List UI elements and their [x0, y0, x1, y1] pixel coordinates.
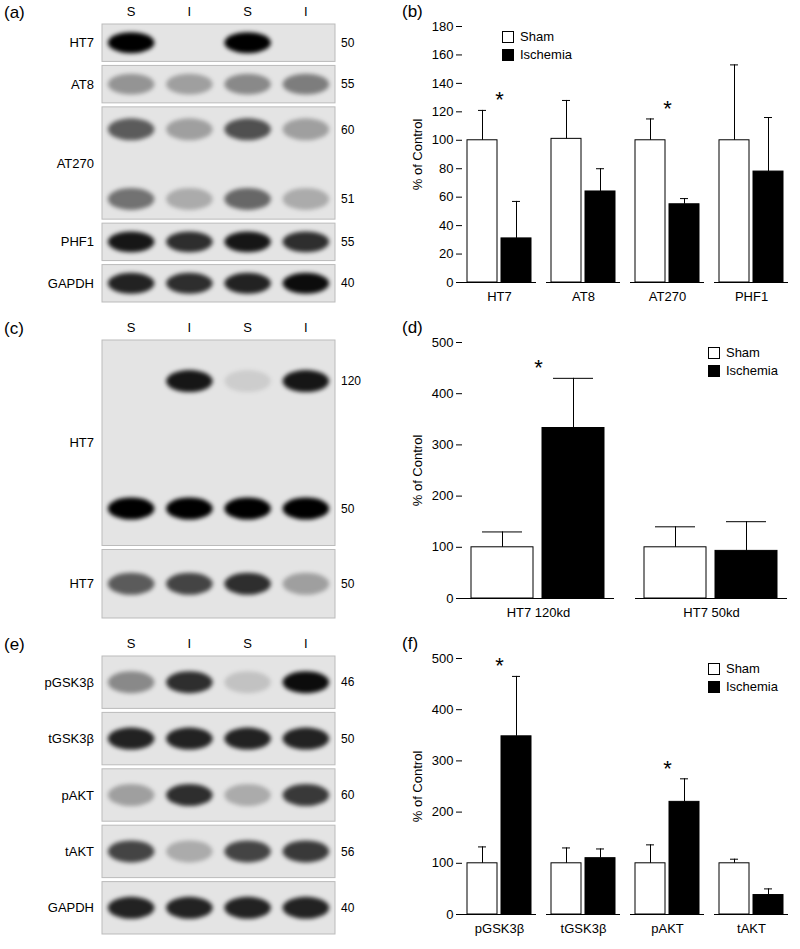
svg-text:PHF1: PHF1: [735, 289, 768, 304]
svg-text:50: 50: [341, 732, 355, 746]
svg-text:200: 200: [432, 488, 454, 503]
svg-text:100: 100: [432, 132, 454, 147]
svg-text:PHF1: PHF1: [61, 234, 94, 249]
svg-text:(e): (e): [4, 635, 25, 654]
svg-text:500: 500: [432, 651, 454, 666]
html-text:Ischemia: Ischemia: [726, 679, 778, 694]
svg-text:20: 20: [439, 246, 453, 261]
svg-text:120: 120: [432, 104, 454, 119]
svg-text:GAPDH: GAPDH: [48, 900, 94, 915]
svg-text:100: 100: [432, 855, 454, 870]
svg-text:*: *: [495, 87, 504, 112]
svg-text:AT270: AT270: [57, 156, 94, 171]
svg-text:pGSK3β: pGSK3β: [45, 675, 94, 690]
svg-text:400: 400: [432, 386, 454, 401]
svg-text:AT270: AT270: [649, 289, 686, 304]
svg-text:(a): (a): [4, 3, 25, 22]
svg-text:50: 50: [341, 577, 355, 591]
svg-text:140: 140: [432, 76, 454, 91]
svg-text:46: 46: [341, 675, 355, 689]
svg-text:% of Control: % of Control: [410, 435, 425, 507]
svg-text:% of Control: % of Control: [410, 119, 425, 191]
svg-text:160: 160: [432, 47, 454, 62]
svg-text:100: 100: [432, 539, 454, 554]
svg-text:S: S: [127, 320, 136, 335]
svg-text:tAKT: tAKT: [65, 844, 94, 859]
svg-text:AT8: AT8: [572, 289, 595, 304]
html-text:Sham: Sham: [726, 345, 760, 360]
svg-text:(c): (c): [4, 319, 24, 338]
svg-text:*: *: [495, 653, 504, 678]
svg-text:80: 80: [439, 161, 453, 176]
svg-text:pAKT: pAKT: [61, 788, 94, 803]
svg-text:300: 300: [432, 753, 454, 768]
svg-text:HT7: HT7: [69, 435, 94, 450]
html-text:Sham: Sham: [520, 29, 554, 44]
svg-text:60: 60: [341, 788, 355, 802]
svg-text:S: S: [127, 636, 136, 651]
svg-text:I: I: [188, 320, 192, 335]
svg-text:S: S: [243, 636, 252, 651]
svg-text:55: 55: [341, 235, 355, 249]
svg-text:40: 40: [341, 276, 355, 290]
svg-text:0: 0: [446, 907, 453, 922]
svg-text:0: 0: [446, 591, 453, 606]
svg-text:60: 60: [341, 123, 355, 137]
svg-text:I: I: [188, 4, 192, 19]
svg-text:40: 40: [341, 901, 355, 915]
svg-text:56: 56: [341, 845, 355, 859]
html-text:(d): (d): [402, 318, 423, 337]
svg-text:HT7 120kd: HT7 120kd: [507, 605, 571, 620]
svg-text:HT7: HT7: [69, 576, 94, 591]
svg-text:50: 50: [341, 36, 355, 50]
svg-text:AT8: AT8: [71, 77, 94, 92]
svg-text:I: I: [304, 320, 308, 335]
svg-text:180: 180: [432, 19, 454, 34]
svg-text:pAKT: pAKT: [651, 921, 684, 936]
svg-text:tGSK3β: tGSK3β: [48, 731, 94, 746]
svg-text:60: 60: [439, 189, 453, 204]
svg-text:I: I: [188, 636, 192, 651]
svg-text:55: 55: [341, 77, 355, 91]
html-text:Ischemia: Ischemia: [726, 363, 778, 378]
svg-text:tAKT: tAKT: [737, 921, 766, 936]
html-text:Ischemia: Ischemia: [520, 47, 572, 62]
svg-text:GAPDH: GAPDH: [48, 276, 94, 291]
svg-text:200: 200: [432, 804, 454, 819]
html-text:(f): (f): [402, 634, 418, 653]
svg-text:pGSK3β: pGSK3β: [475, 921, 524, 936]
svg-text:HT7 50kd: HT7 50kd: [683, 605, 739, 620]
svg-text:300: 300: [432, 437, 454, 452]
svg-text:*: *: [534, 355, 543, 380]
svg-text:HT7: HT7: [69, 35, 94, 50]
svg-text:40: 40: [439, 218, 453, 233]
svg-text:S: S: [243, 4, 252, 19]
svg-text:S: S: [127, 4, 136, 19]
svg-text:500: 500: [432, 335, 454, 350]
svg-text:HT7: HT7: [487, 289, 512, 304]
html-text:(b): (b): [402, 2, 423, 21]
svg-text:0: 0: [446, 275, 453, 290]
svg-text:tGSK3β: tGSK3β: [561, 921, 607, 936]
svg-text:I: I: [304, 4, 308, 19]
svg-text:51: 51: [341, 192, 355, 206]
html-text:Sham: Sham: [726, 661, 760, 676]
svg-text:*: *: [663, 96, 672, 121]
svg-text:50: 50: [341, 502, 355, 516]
svg-text:400: 400: [432, 702, 454, 717]
svg-text:I: I: [304, 636, 308, 651]
svg-text:% of Control: % of Control: [410, 751, 425, 823]
svg-text:*: *: [663, 756, 672, 781]
svg-text:120: 120: [341, 374, 361, 388]
svg-text:S: S: [243, 320, 252, 335]
